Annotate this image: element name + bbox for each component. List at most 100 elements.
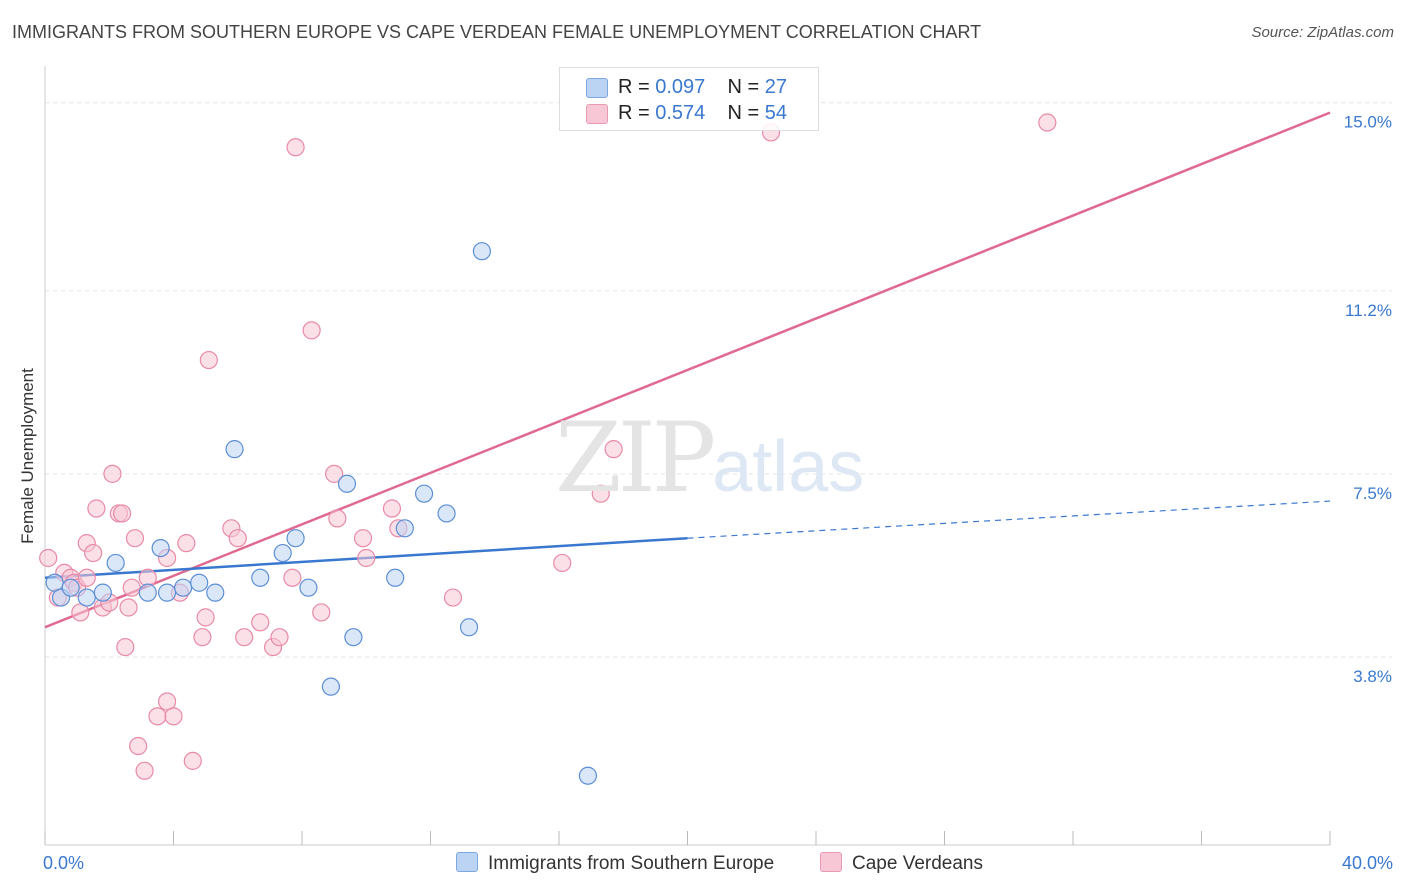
data-point-cape-verdeans (119, 598, 138, 617)
data-point-immigrants (395, 519, 414, 538)
data-point-cape-verdeans (129, 736, 148, 756)
data-point-cape-verdeans (382, 499, 402, 518)
data-point-immigrants (344, 628, 363, 647)
y-tick-label: 3.8% (1353, 667, 1392, 686)
data-point-cape-verdeans (235, 628, 254, 647)
data-point-cape-verdeans (103, 464, 122, 483)
watermark-atlas: atlas (712, 427, 865, 507)
r-value: 0.097 (655, 76, 706, 98)
y-tick-label: 7.5% (1353, 484, 1392, 503)
data-point-cape-verdeans (553, 553, 572, 573)
x-tick-label: 40.0% (1342, 853, 1393, 873)
data-point-immigrants (459, 618, 479, 637)
data-point-cape-verdeans (604, 440, 623, 459)
y-tick-label: 11.2% (1345, 301, 1392, 320)
data-point-immigrants (299, 578, 318, 597)
series-immigrants-southern-europe (45, 242, 598, 785)
data-point-immigrants (286, 529, 305, 548)
data-point-immigrants (386, 568, 405, 587)
data-point-cape-verdeans (328, 509, 347, 528)
data-point-immigrants (251, 568, 270, 587)
data-point-cape-verdeans (443, 588, 463, 607)
data-point-immigrants (206, 583, 225, 602)
x-tick-labels: 0.0% 40.0% (43, 853, 1393, 873)
data-point-cape-verdeans (199, 350, 218, 370)
watermark-zip: ZIP (555, 402, 716, 514)
data-point-cape-verdeans (116, 637, 135, 657)
data-point-cape-verdeans (270, 628, 289, 647)
data-point-cape-verdeans (196, 608, 215, 627)
data-point-immigrants (414, 484, 434, 503)
data-point-immigrants (190, 573, 209, 592)
data-point-cape-verdeans (302, 321, 321, 340)
data-point-cape-verdeans (177, 534, 196, 553)
data-point-cape-verdeans (122, 578, 141, 597)
y-axis-label: Female Unemployment (18, 368, 37, 544)
data-point-cape-verdeans (357, 548, 376, 568)
r-value: 0.574 (655, 102, 706, 124)
y-tick-labels: 3.8% 7.5% 11.2% 15.0% (1344, 113, 1392, 686)
data-point-cape-verdeans (125, 529, 145, 548)
data-point-immigrants (77, 588, 96, 607)
data-point-cape-verdeans (39, 548, 58, 568)
legend-text-blue: R = 0.097 N = 27 (618, 76, 787, 99)
r-label: R = (618, 76, 650, 98)
n-label: N = (727, 76, 760, 98)
data-point-cape-verdeans (87, 499, 106, 518)
series-cape-verdeans (39, 113, 1057, 780)
data-point-immigrants (61, 578, 80, 597)
x-tick-label: 0.0% (43, 853, 84, 873)
data-point-cape-verdeans (591, 484, 610, 503)
data-point-immigrants (437, 504, 456, 523)
data-point-cape-verdeans (135, 761, 154, 780)
data-point-cape-verdeans (183, 751, 202, 770)
data-point-immigrants (174, 578, 193, 597)
legend-label-immigrants: Immigrants from Southern Europe (488, 853, 775, 874)
legend-item-immigrants: Immigrants from Southern Europe (456, 852, 774, 875)
n-label: N = (727, 102, 760, 124)
data-point-cape-verdeans (1038, 113, 1057, 132)
trend-line-immigrants-extension (687, 500, 1331, 539)
data-point-immigrants (321, 677, 341, 696)
watermark: ZIPatlas (555, 402, 864, 514)
data-point-cape-verdeans (286, 138, 305, 157)
legend-swatch-blue (586, 78, 608, 98)
axes (44, 66, 1331, 846)
data-point-cape-verdeans (251, 613, 270, 632)
legend-swatch-pink (820, 852, 842, 872)
legend-text-pink: R = 0.574 N = 54 (618, 102, 787, 125)
data-point-immigrants (273, 543, 292, 563)
stats-legend: R = 0.097 N = 27 R = 0.574 N = 54 (559, 67, 819, 131)
data-point-cape-verdeans (112, 504, 132, 523)
data-point-immigrants (106, 553, 125, 573)
data-point-immigrants (472, 242, 491, 261)
data-point-immigrants (138, 583, 157, 602)
data-point-cape-verdeans (283, 568, 302, 587)
data-point-immigrants (578, 766, 598, 785)
data-point-immigrants (337, 474, 357, 493)
source-label: Source: ZipAtlas.com (1251, 24, 1394, 41)
data-point-cape-verdeans (325, 464, 344, 483)
data-point-immigrants (157, 583, 177, 602)
data-point-immigrants (151, 538, 170, 558)
n-value: 54 (764, 102, 788, 124)
trend-lines (44, 111, 1331, 629)
y-tick-label: 15.0% (1344, 113, 1392, 132)
data-point-cape-verdeans (84, 543, 103, 563)
r-label: R = (618, 102, 650, 124)
legend-label-cape-verdeans: Cape Verdeans (852, 853, 983, 874)
data-point-immigrants (93, 583, 112, 602)
trend-line-cape-verdeans (44, 111, 1331, 629)
data-point-cape-verdeans (353, 529, 373, 548)
n-value: 27 (764, 76, 788, 98)
legend-item-cape-verdeans: Cape Verdeans (820, 852, 983, 875)
data-point-cape-verdeans (148, 707, 167, 726)
legend-swatch-pink (586, 104, 608, 124)
data-point-cape-verdeans (164, 707, 183, 726)
data-point-immigrants (225, 440, 244, 459)
data-point-cape-verdeans (312, 603, 331, 622)
data-point-cape-verdeans (228, 529, 247, 548)
data-point-cape-verdeans (77, 568, 96, 587)
gridlines (45, 102, 1392, 658)
